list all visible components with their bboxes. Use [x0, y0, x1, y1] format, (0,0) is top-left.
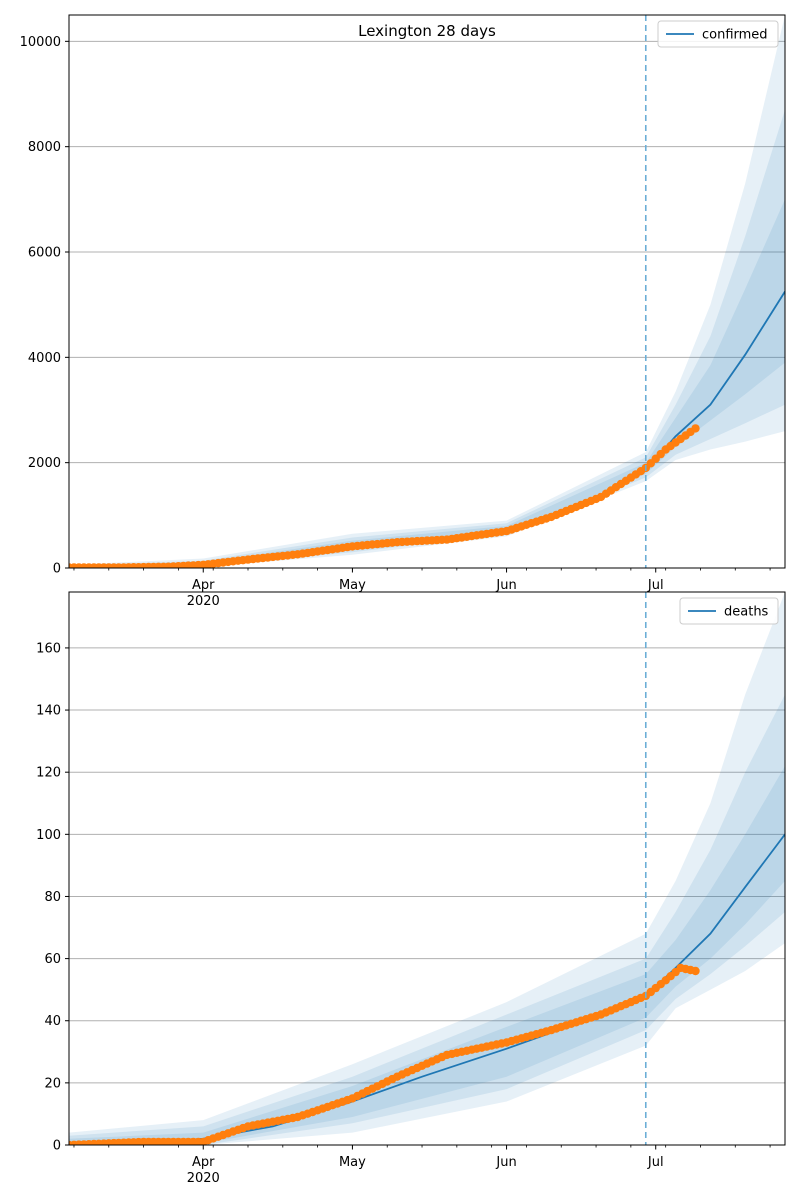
legend: deaths — [679, 597, 779, 625]
axes-frame — [68, 14, 786, 569]
y-tick-label: 80 — [44, 890, 61, 905]
y-tick-label: 0 — [53, 562, 61, 577]
x-tick-label: Apr — [192, 1155, 215, 1170]
plot-area — [69, 592, 785, 1145]
uncertainty-band-1 — [69, 109, 785, 568]
uncertainty-band-1 — [69, 694, 785, 1145]
y-tick-label: 60 — [44, 952, 61, 967]
x-tick-label: Jul — [647, 578, 664, 593]
y-tick-label: 10000 — [20, 35, 61, 50]
y-tick-label: 2000 — [28, 456, 61, 471]
y-tick-label: 20 — [44, 1076, 61, 1091]
chart-panel-1: 0 20 40 60 80 100 120 140 160 Apr May Jun Jul 2020 dea… — [36, 591, 786, 1186]
y-tick-label: 6000 — [28, 246, 61, 261]
x-tick-label: May — [339, 578, 366, 593]
chart-panel-0: 0 2000 4000 6000 8000 10000 Apr May Jun Jul 2020 Le… — [20, 14, 786, 609]
y-tick-label: 120 — [36, 766, 61, 781]
x-year-label: 2020 — [187, 594, 220, 609]
x-tick-label: Jun — [495, 1155, 516, 1170]
uncertainty-band-0 — [69, 15, 785, 568]
y-tick-label: 40 — [44, 1014, 61, 1029]
legend-box — [657, 20, 779, 48]
uncertainty-band-0 — [69, 592, 785, 1145]
observed-series — [69, 424, 700, 568]
legend-label: confirmed — [702, 28, 768, 43]
x-year-label: 2020 — [187, 1171, 220, 1186]
chart-title: Lexington 28 days — [358, 22, 496, 40]
uncertainty-band-2 — [69, 766, 785, 1145]
y-tick-label: 100 — [36, 828, 61, 843]
observed-series — [69, 963, 700, 1145]
observed-point — [691, 966, 700, 976]
y-tick-label: 8000 — [28, 140, 61, 155]
plot-area — [69, 15, 785, 568]
legend-label: deaths — [724, 605, 769, 620]
y-tick-label: 140 — [36, 704, 61, 719]
legend-box — [679, 597, 779, 625]
y-tick-label: 160 — [36, 641, 61, 656]
legend: confirmed — [657, 20, 779, 48]
axes-frame — [68, 591, 786, 1146]
x-tick-label: Apr — [192, 578, 215, 593]
uncertainty-band-2 — [69, 199, 785, 568]
y-tick-label: 4000 — [28, 351, 61, 366]
x-tick-label: May — [339, 1155, 366, 1170]
y-tick-label: 0 — [53, 1139, 61, 1154]
x-tick-label: Jul — [647, 1155, 664, 1170]
x-tick-label: Jun — [495, 578, 516, 593]
observed-point — [691, 424, 700, 433]
